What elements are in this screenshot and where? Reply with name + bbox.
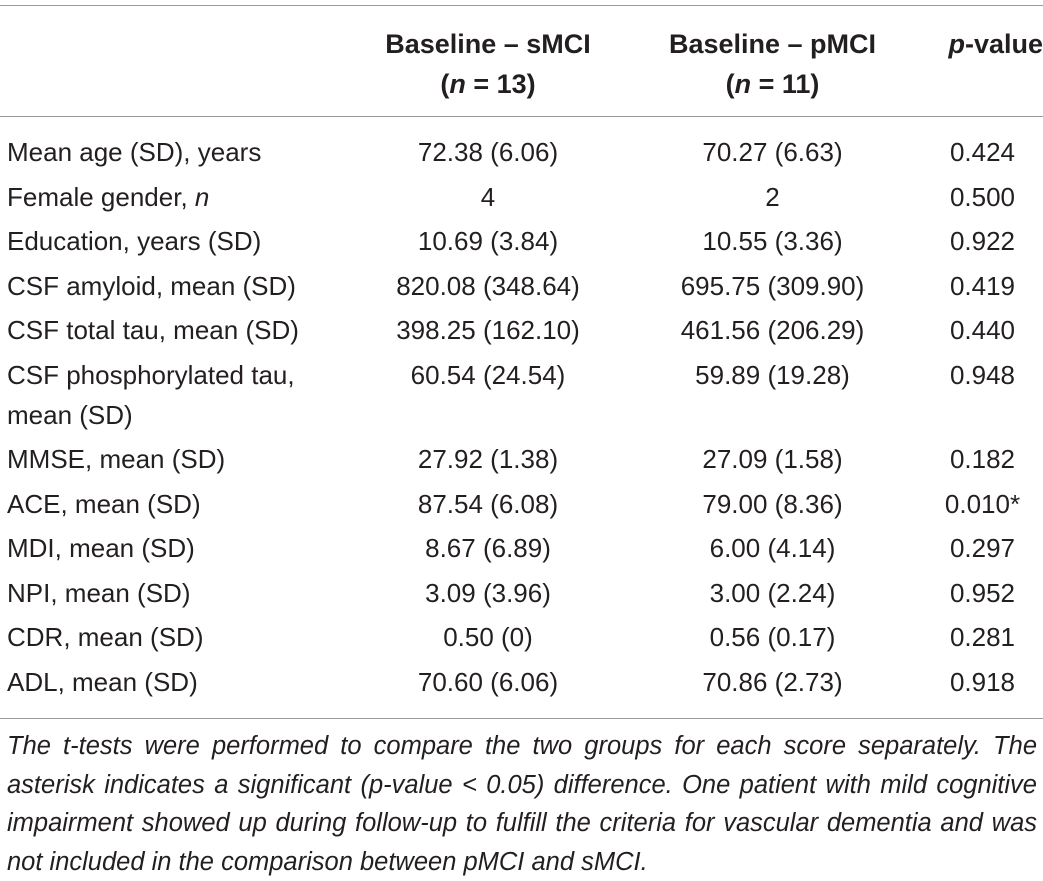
row-smci-value: 72.38 (6.06) <box>417 137 559 167</box>
row-p-value: 0.182 <box>949 443 1016 474</box>
row-p-value: 0.440 <box>949 315 1016 346</box>
row-pmci-value: 27.09 (1.58) <box>702 443 843 474</box>
table-row: ACE, mean (SD) 87.54 (6.08) 79.00 (8.36)… <box>0 482 1043 527</box>
row-p-value: 0.500 <box>949 181 1016 212</box>
row-p-value: 0.918 <box>949 666 1016 697</box>
row-label: MDI, mean (SD) <box>7 533 195 564</box>
row-label: MMSE, mean (SD) <box>7 443 226 474</box>
header-baseline-smci: Baseline – sMCI (n = 13) <box>360 24 616 104</box>
row-smci-value: 10.69 (3.84) <box>417 226 559 257</box>
table-header-rule <box>0 116 1043 117</box>
header-pmci-count: (n = 11) <box>725 69 820 99</box>
row-pmci-value: 6.00 (4.14) <box>709 533 836 564</box>
table-row: Education, years (SD) 10.69 (3.84) 10.55… <box>0 219 1043 264</box>
row-pmci-value: 59.89 (19.28) <box>695 359 850 390</box>
row-smci-value: 8.67 (6.89) <box>425 533 551 564</box>
table-row: CSF amyloid, mean (SD) 820.08 (348.64) 6… <box>0 264 1043 309</box>
row-pmci-value: 10.55 (3.36) <box>702 226 843 257</box>
row-pmci-value: 2 <box>765 181 780 212</box>
header-pmci-n-symbol: n <box>734 69 752 99</box>
row-pmci-value: 70.27 (6.63) <box>702 137 843 167</box>
header-pmci-title: Baseline – pMCI <box>668 29 877 59</box>
row-label: CDR, mean (SD) <box>7 622 204 653</box>
table-row: CDR, mean (SD) 0.50 (0) 0.56 (0.17) 0.28… <box>0 615 1043 660</box>
table-row: Mean age (SD), years 72.38 (6.06) 70.27 … <box>0 130 1043 175</box>
row-smci-value: 27.92 (1.38) <box>417 443 559 474</box>
row-label: Female gender, n <box>7 177 357 217</box>
row-label: NPI, mean (SD) <box>7 577 191 608</box>
header-p-symbol: p <box>948 29 965 59</box>
row-smci-value: 398.25 (162.10) <box>396 315 580 346</box>
row-label-text: Female gender, <box>7 181 195 212</box>
header-pmci-n-value: = 11) <box>751 69 820 99</box>
row-smci-value: 820.08 (348.64) <box>396 270 580 301</box>
row-p-value: 0.297 <box>949 533 1016 564</box>
row-p-value: 0.424 <box>949 137 1016 167</box>
table-body: Mean age (SD), years 72.38 (6.06) 70.27 … <box>0 130 1043 705</box>
table-row: Female gender, n 4 2 0.500 <box>0 175 1043 220</box>
row-smci-value: 0.50 (0) <box>443 622 533 653</box>
table-row: CSF total tau, mean (SD) 398.25 (162.10)… <box>0 308 1043 353</box>
row-p-value: 0.952 <box>949 577 1016 608</box>
row-pmci-value: 461.56 (206.29) <box>680 315 865 346</box>
row-p-value: 0.281 <box>949 622 1016 653</box>
row-label: Education, years (SD) <box>7 226 262 257</box>
row-smci-value: 4 <box>480 181 496 212</box>
header-p-value: p-value <box>925 24 1043 64</box>
row-p-value: 0.948 <box>949 359 1016 390</box>
row-pmci-value: 70.86 (2.73) <box>702 666 843 697</box>
header-baseline-pmci: Baseline – pMCI (n = 11) <box>640 24 905 104</box>
row-label: CSF amyloid, mean (SD) <box>7 270 296 301</box>
row-pmci-value: 695.75 (309.90) <box>680 270 865 301</box>
row-p-value: 0.922 <box>949 226 1016 257</box>
header-smci-n-symbol: n <box>449 69 466 99</box>
row-smci-value: 60.54 (24.54) <box>410 359 566 390</box>
row-label: CSF total tau, mean (SD) <box>7 315 299 346</box>
row-smci-value: 87.54 (6.08) <box>417 488 559 519</box>
header-p-suffix: -value <box>964 29 1043 59</box>
row-label-n-symbol: n <box>194 181 210 212</box>
table-footnote: The t-tests were performed to compare th… <box>7 732 1037 876</box>
row-pmci-value: 0.56 (0.17) <box>709 622 836 653</box>
table-bottom-rule <box>0 718 1043 719</box>
row-p-value: 0.010* <box>944 488 1021 519</box>
table-row: MDI, mean (SD) 8.67 (6.89) 6.00 (4.14) 0… <box>0 526 1043 571</box>
row-p-value: 0.419 <box>949 270 1016 301</box>
header-smci-n-value: = 13) <box>465 69 536 99</box>
row-pmci-value: 3.00 (2.24) <box>709 577 836 608</box>
row-label: ADL, mean (SD) <box>7 666 198 697</box>
row-smci-value: 3.09 (3.96) <box>425 577 551 608</box>
row-label: CSF phosphorylated tau, mean (SD) <box>7 359 295 430</box>
table-row: CSF phosphorylated tau, mean (SD) 60.54 … <box>0 353 1043 437</box>
table-row: MMSE, mean (SD) 27.92 (1.38) 27.09 (1.58… <box>0 437 1043 482</box>
header-smci-count: (n = 13) <box>440 69 536 99</box>
table-top-rule <box>0 5 1043 6</box>
row-label: ACE, mean (SD) <box>7 488 201 519</box>
table-row: ADL, mean (SD) 70.60 (6.06) 70.86 (2.73)… <box>0 660 1043 705</box>
row-pmci-value: 79.00 (8.36) <box>702 488 843 519</box>
row-label: Mean age (SD), years <box>7 137 262 167</box>
header-smci-title: Baseline – sMCI <box>385 29 591 59</box>
row-smci-value: 70.60 (6.06) <box>417 666 559 697</box>
table-row: NPI, mean (SD) 3.09 (3.96) 3.00 (2.24) 0… <box>0 571 1043 616</box>
